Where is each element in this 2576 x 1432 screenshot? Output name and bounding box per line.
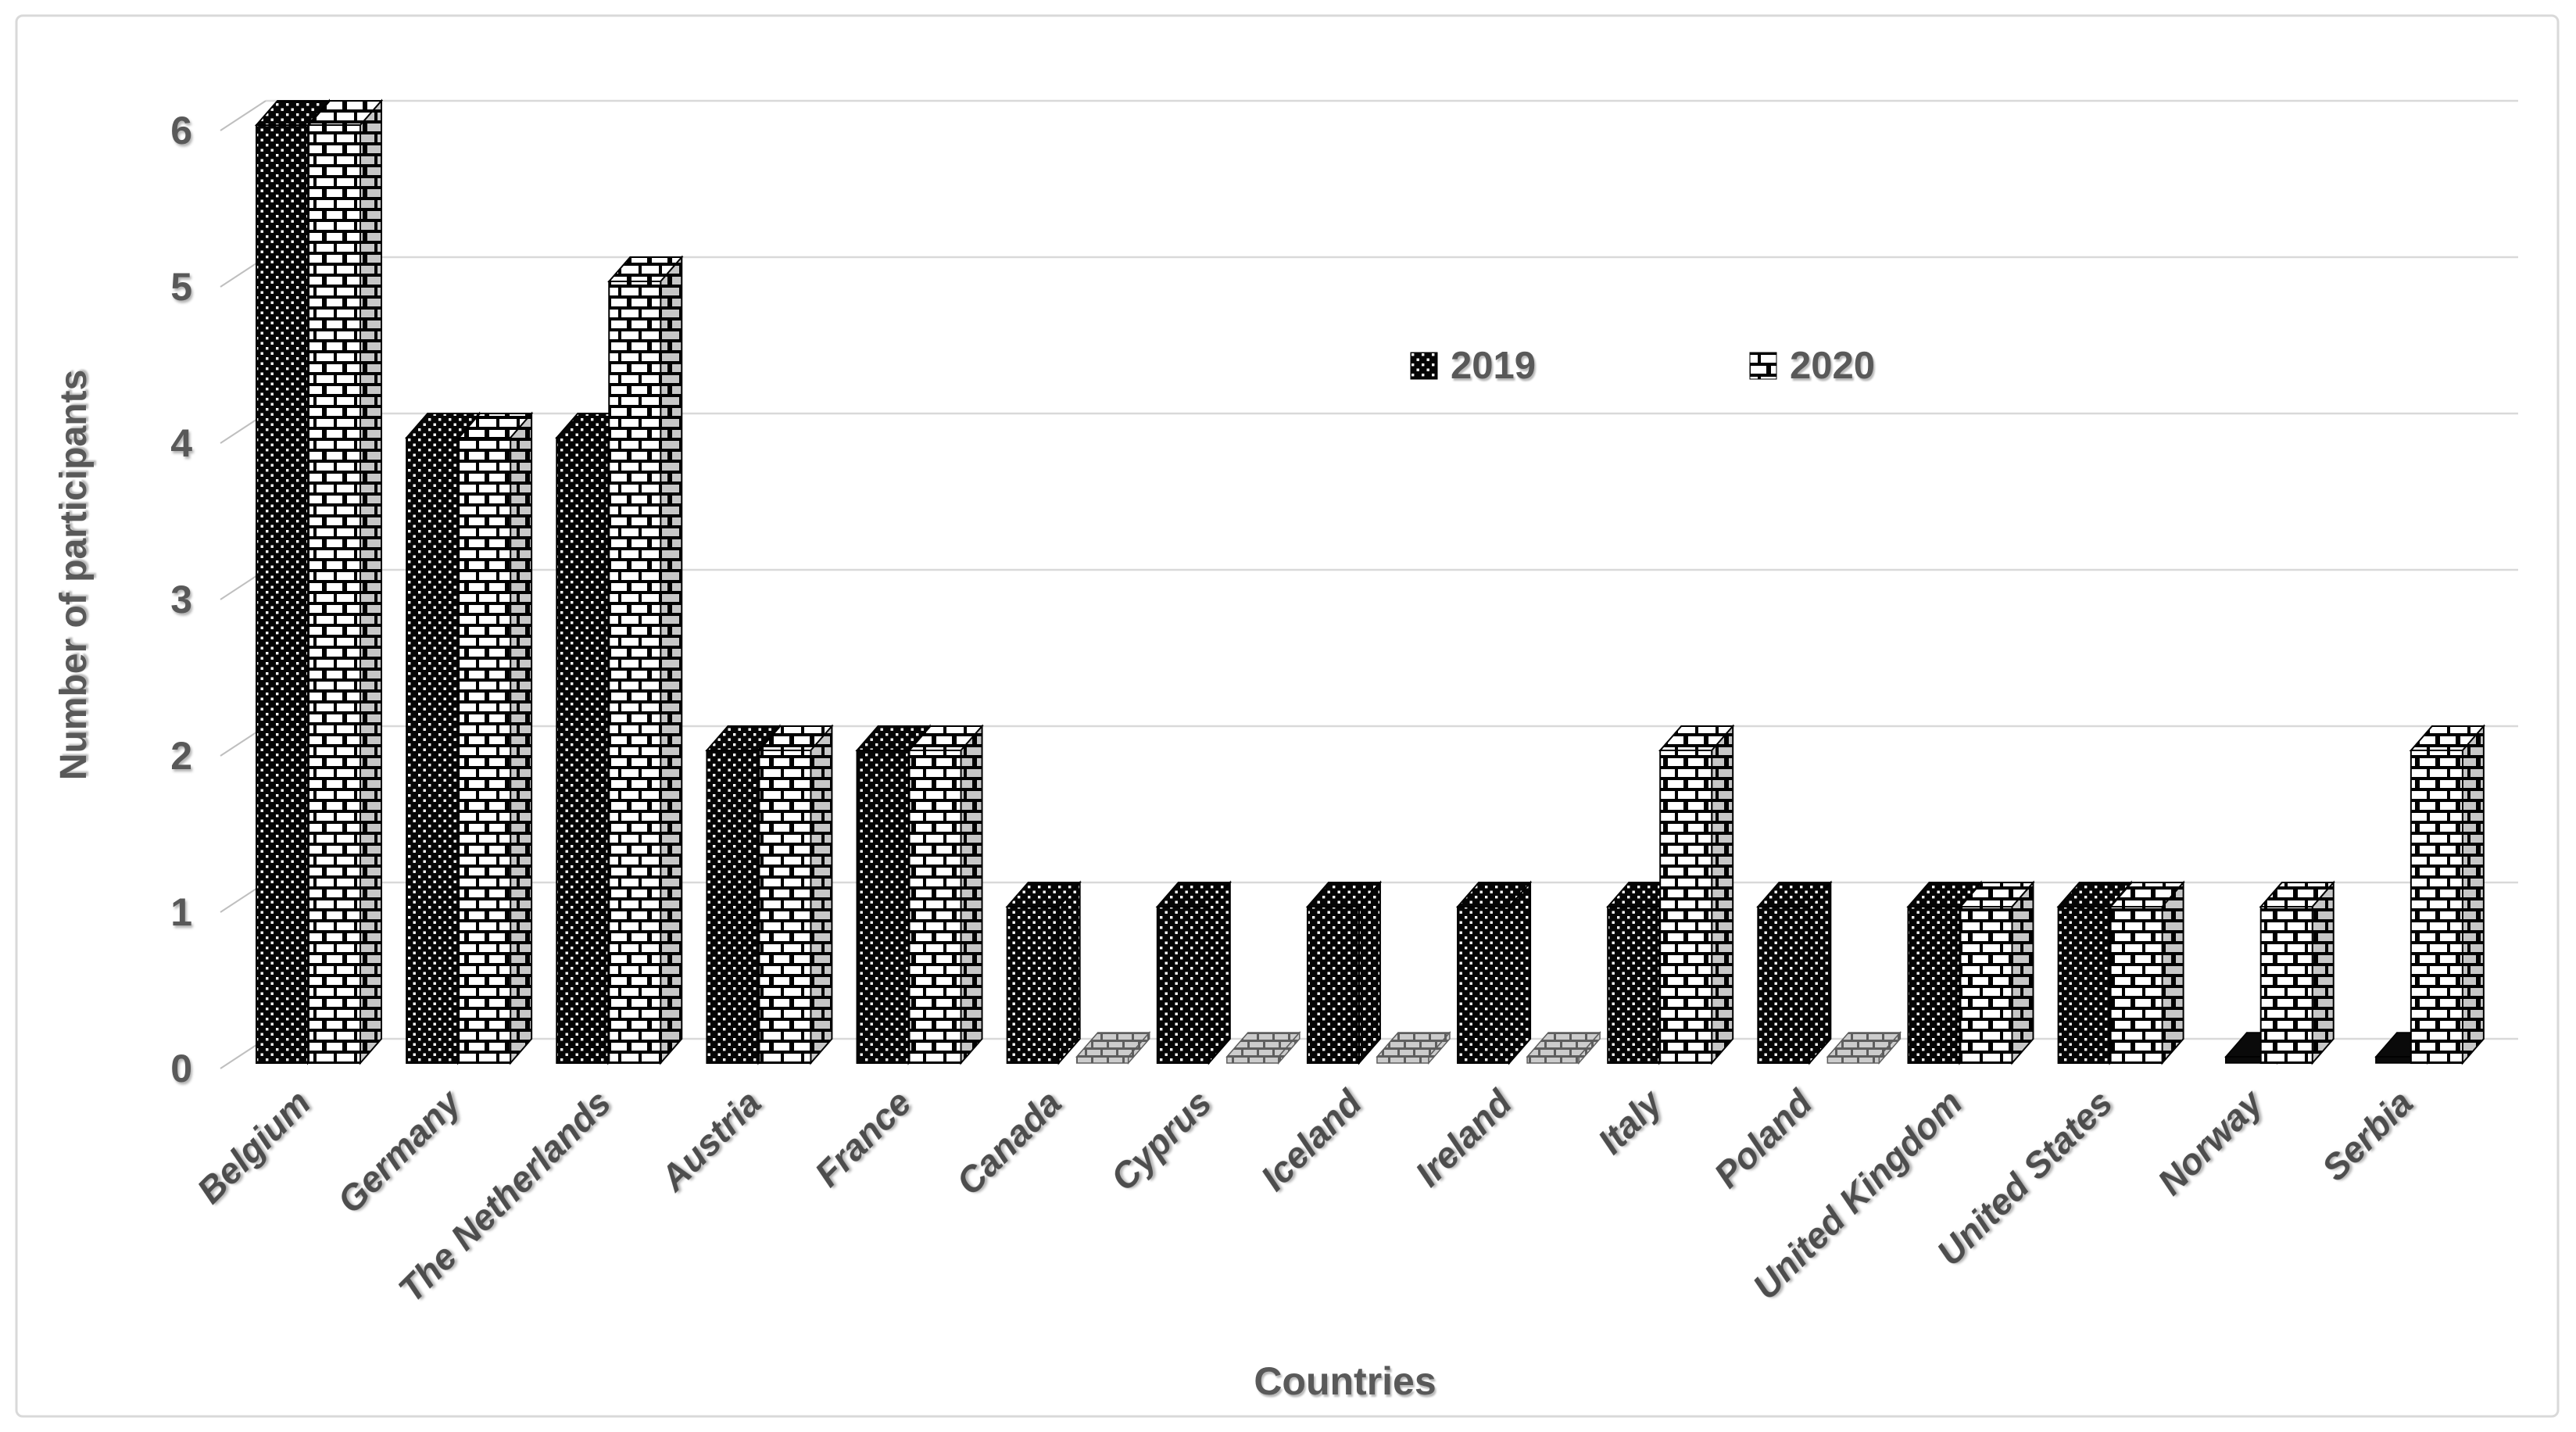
bar-austria-2020 (757, 724, 834, 1065)
y-tick-label-4: 4 (170, 421, 192, 465)
bar-poland-2019-front (1757, 906, 1811, 1064)
bar-norway-2020-front (2259, 906, 2313, 1064)
bar-the-netherlands-2020 (607, 255, 684, 1065)
bar-united-states-2019-front (2057, 906, 2111, 1064)
bar-united-kingdom-2020 (1959, 880, 2035, 1065)
bar-canada-2019-front (1006, 906, 1060, 1064)
zero-tile-cyprus-2020-front (1226, 1056, 1279, 1064)
zero-tile-canada-2020 (1075, 1030, 1151, 1065)
bar-norway-2020-side-shade (2312, 882, 2334, 1063)
bar-ireland-2019-front (1457, 906, 1511, 1064)
bar-italy-2020-front (1659, 750, 1713, 1064)
bar-france-2020 (907, 724, 984, 1065)
zero-tile-iceland-2020 (1376, 1030, 1451, 1065)
zero-tile-canada-2020-front (1075, 1056, 1129, 1064)
y-tick-label-2: 2 (170, 734, 192, 778)
bar-canada-2019-side (1057, 880, 1081, 1065)
bar-united-states-2020-front (2109, 906, 2163, 1064)
bar-united-kingdom-2019-front (1907, 906, 1961, 1064)
zero-tile-ireland-2020-front (1526, 1056, 1580, 1064)
bar-cyprus-2019-front (1156, 906, 1210, 1064)
bar-iceland-2019-front (1306, 906, 1360, 1064)
bar-united-states-2020-side-shade (2162, 882, 2184, 1063)
y-tick-label-5: 5 (170, 265, 192, 309)
bar-belgium-2019-front (256, 124, 309, 1064)
figure-border (15, 14, 2560, 1418)
bar-poland-2019-side (1809, 880, 1832, 1065)
bar-iceland-2019-side (1358, 880, 1381, 1065)
bar-canada-2019 (1005, 880, 1082, 1065)
bar-austria-2020-front (758, 750, 812, 1064)
bar-france-2019-front (856, 750, 910, 1064)
bar-belgium-2020-front (308, 124, 361, 1064)
bar-ireland-2019-side (1508, 880, 1532, 1065)
bar-cyprus-2019-side (1208, 880, 1231, 1065)
bar-austria-2020-side-shade (810, 726, 832, 1063)
bar-iceland-2019 (1305, 880, 1383, 1065)
zero-tile-ireland-2020 (1526, 1030, 1601, 1065)
bar-cyprus-2019 (1155, 880, 1232, 1065)
bar-france-2020-side-shade (961, 726, 982, 1063)
bar-serbia-2020-front (2410, 750, 2463, 1064)
bar-france-2020-front (908, 750, 962, 1064)
bar-poland-2019 (1756, 880, 1833, 1065)
bar-austria-2019-front (706, 750, 760, 1064)
zero-tile-iceland-2020-front (1376, 1056, 1429, 1064)
y-tick-label-6: 6 (170, 109, 192, 152)
y-tick-6 (220, 100, 267, 131)
bar-italy-2019-front (1607, 906, 1661, 1064)
bar-germany-2020-front (458, 437, 512, 1064)
bar-united-kingdom-2020-front (1959, 906, 2013, 1064)
bar-serbia-2020-side-shade (2462, 726, 2484, 1063)
bar-italy-2020 (1658, 724, 1735, 1065)
zero-tile-poland-2020 (1826, 1030, 1902, 1065)
bar-germany-2019-front (406, 437, 460, 1064)
y-tick-label-3: 3 (170, 578, 192, 621)
bar-belgium-2020-side-shade (360, 101, 381, 1063)
bar-serbia-2020 (2409, 724, 2486, 1065)
bar-ireland-2019 (1455, 880, 1533, 1065)
zero-tile-poland-2020-front (1826, 1056, 1880, 1064)
zero-tile-cyprus-2020 (1225, 1030, 1301, 1065)
bar-the-netherlands-2020-front (608, 281, 662, 1064)
bar-united-kingdom-2020-side-shade (2012, 882, 2034, 1063)
bar-germany-2020 (456, 411, 534, 1065)
bar-belgium-2020 (306, 98, 384, 1065)
bar-the-netherlands-2019-front (556, 437, 610, 1064)
y-tick-label-1: 1 (170, 890, 192, 934)
bar-germany-2020-side-shade (510, 413, 532, 1063)
bar-italy-2020-side-shade (1712, 726, 1733, 1063)
bar-united-states-2020 (2109, 880, 2185, 1065)
bar-the-netherlands-2020-side-shade (660, 257, 682, 1063)
bar-norway-2020 (2259, 880, 2335, 1065)
bars-layer (254, 98, 2486, 1065)
y-tick-labels-layer: 0 1 2 3 4 5 6 (170, 109, 192, 1090)
y-tick-label-0: 0 (170, 1047, 192, 1090)
